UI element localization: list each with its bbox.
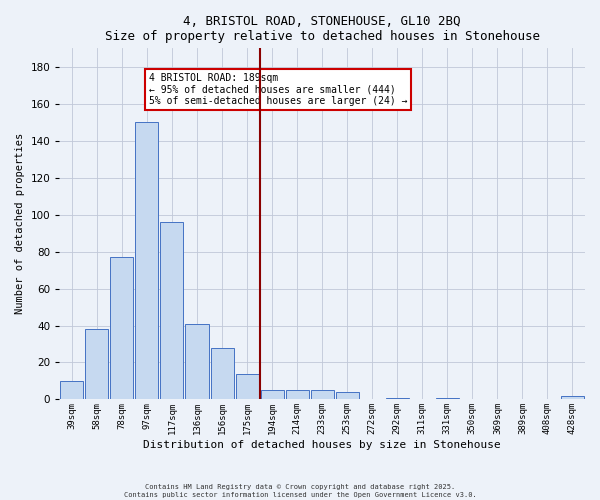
Bar bbox=[211, 348, 233, 400]
Bar bbox=[335, 392, 359, 400]
Y-axis label: Number of detached properties: Number of detached properties bbox=[15, 133, 25, 314]
Bar bbox=[236, 374, 259, 400]
Bar bbox=[286, 390, 308, 400]
Bar bbox=[311, 390, 334, 400]
Bar bbox=[185, 324, 209, 400]
X-axis label: Distribution of detached houses by size in Stonehouse: Distribution of detached houses by size … bbox=[143, 440, 501, 450]
Title: 4, BRISTOL ROAD, STONEHOUSE, GL10 2BQ
Size of property relative to detached hous: 4, BRISTOL ROAD, STONEHOUSE, GL10 2BQ Si… bbox=[104, 15, 539, 43]
Text: 4 BRISTOL ROAD: 189sqm
← 95% of detached houses are smaller (444)
5% of semi-det: 4 BRISTOL ROAD: 189sqm ← 95% of detached… bbox=[149, 73, 407, 106]
Bar bbox=[386, 398, 409, 400]
Bar bbox=[136, 122, 158, 400]
Bar bbox=[85, 329, 109, 400]
Bar bbox=[61, 381, 83, 400]
Bar bbox=[110, 257, 133, 400]
Bar bbox=[561, 396, 584, 400]
Bar bbox=[260, 390, 284, 400]
Text: Contains HM Land Registry data © Crown copyright and database right 2025.
Contai: Contains HM Land Registry data © Crown c… bbox=[124, 484, 476, 498]
Bar bbox=[436, 398, 459, 400]
Bar bbox=[160, 222, 184, 400]
